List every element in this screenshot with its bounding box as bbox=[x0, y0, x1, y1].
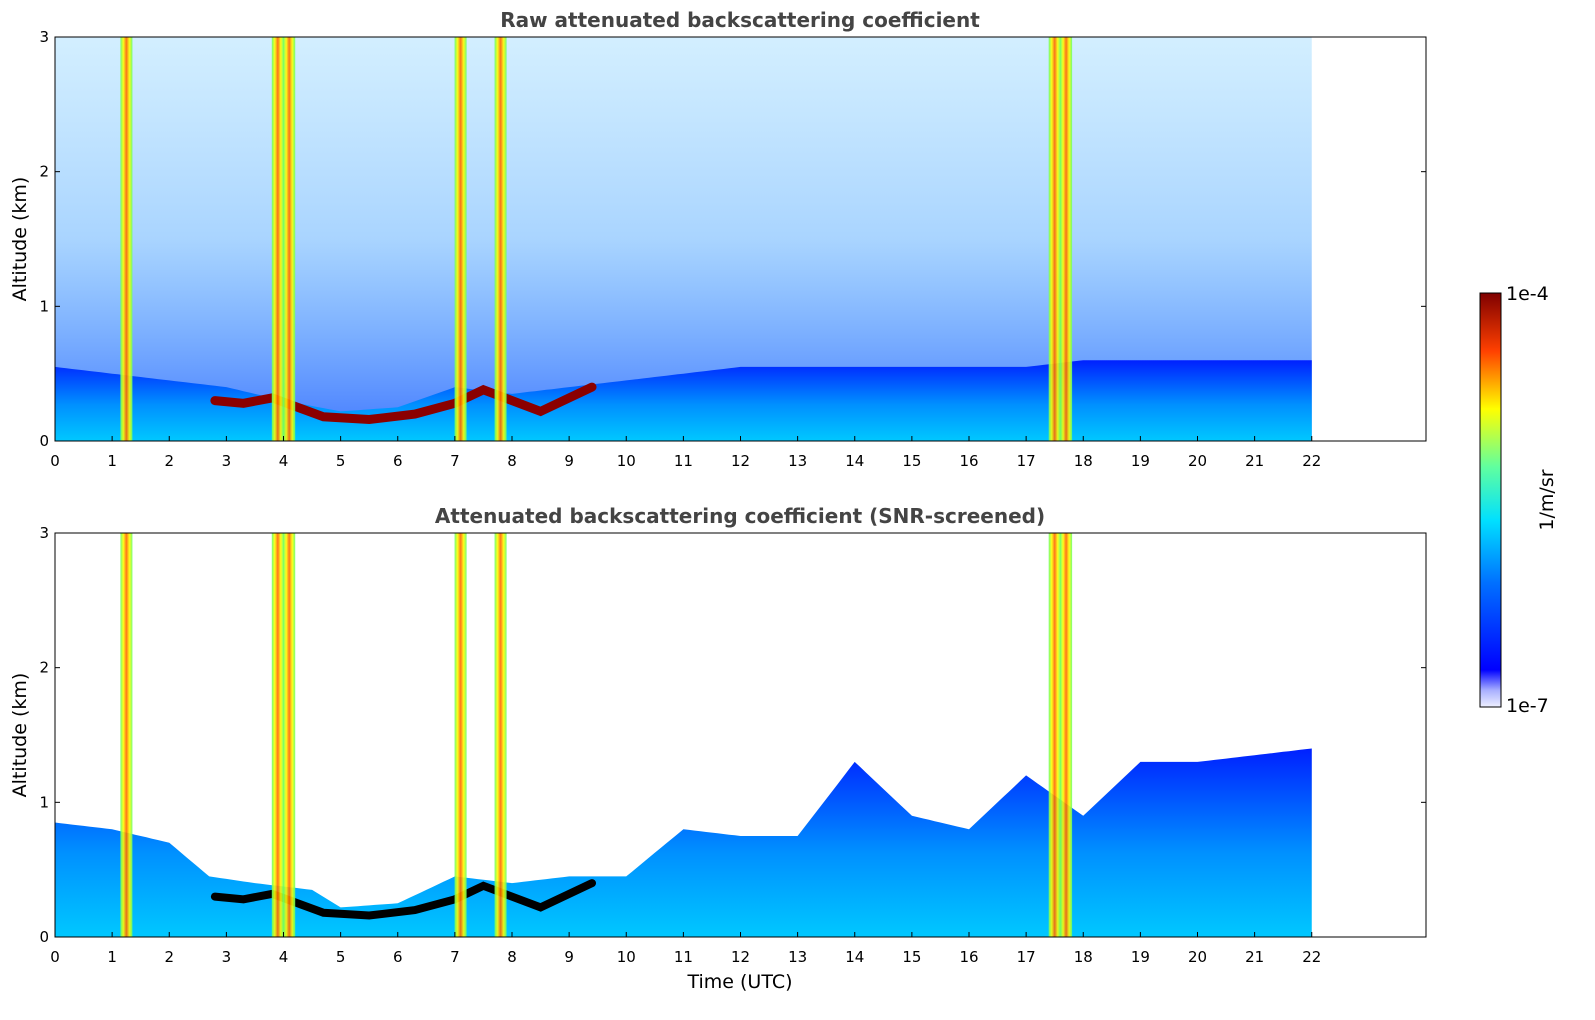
y-axis: 0 1 2 3 bbox=[39, 524, 1426, 946]
screened-layer bbox=[55, 748, 1312, 937]
x-tick-label: 21 bbox=[1245, 452, 1264, 470]
vertical-band bbox=[283, 533, 296, 937]
y-tick-label: 3 bbox=[39, 28, 49, 46]
y-tick-label: 1 bbox=[39, 793, 49, 811]
chart-panel-raw: Raw attenuated backscattering coefficien… bbox=[9, 8, 1427, 470]
vertical-band bbox=[454, 37, 467, 441]
colorbar-max-label: 1e-4 bbox=[1506, 283, 1549, 305]
y-tick-label: 2 bbox=[39, 163, 49, 181]
x-tick-label: 11 bbox=[674, 452, 693, 470]
vertical-band bbox=[271, 37, 284, 441]
x-tick-label: 14 bbox=[845, 452, 864, 470]
x-tick-label: 18 bbox=[1074, 452, 1093, 470]
x-tick-label: 1 bbox=[107, 948, 117, 966]
vertical-band bbox=[1060, 37, 1073, 441]
y-tick-label: 0 bbox=[39, 928, 49, 946]
y-axis-label: Altitude (km) bbox=[9, 673, 31, 798]
vertical-band bbox=[1048, 533, 1061, 937]
x-axis: 0 1 2 3 4 5 6 7 8 9 10 11 12 13 14 15 16 17 18 19 20 21 22 bbox=[50, 436, 1321, 470]
vertical-band bbox=[120, 533, 133, 937]
vertical-band bbox=[120, 37, 133, 441]
vertical-band bbox=[1048, 37, 1061, 441]
x-tick-label: 20 bbox=[1188, 948, 1207, 966]
x-tick-label: 18 bbox=[1074, 948, 1093, 966]
x-tick-label: 7 bbox=[450, 452, 460, 470]
vertical-band bbox=[494, 37, 507, 441]
x-tick-label: 3 bbox=[222, 948, 232, 966]
x-tick-label: 13 bbox=[788, 948, 807, 966]
x-tick-label: 15 bbox=[902, 948, 921, 966]
x-axis-label: Time (UTC) bbox=[686, 971, 792, 993]
y-tick-label: 0 bbox=[39, 432, 49, 450]
x-tick-label: 12 bbox=[731, 452, 750, 470]
vertical-band bbox=[271, 533, 284, 937]
x-tick-label: 9 bbox=[564, 948, 574, 966]
heatmap-area bbox=[55, 37, 1312, 441]
x-tick-label: 22 bbox=[1302, 948, 1321, 966]
x-tick-label: 16 bbox=[959, 948, 978, 966]
x-tick-label: 5 bbox=[336, 948, 346, 966]
vertical-band bbox=[1060, 533, 1073, 937]
x-tick-label: 16 bbox=[959, 452, 978, 470]
x-tick-label: 14 bbox=[845, 948, 864, 966]
x-tick-label: 9 bbox=[564, 452, 574, 470]
x-tick-label: 13 bbox=[788, 452, 807, 470]
vertical-band bbox=[454, 533, 467, 937]
x-tick-label: 12 bbox=[731, 948, 750, 966]
aerosol-layer bbox=[210, 879, 596, 920]
x-tick-label: 6 bbox=[393, 948, 403, 966]
x-tick-label: 19 bbox=[1131, 452, 1150, 470]
x-tick-label: 22 bbox=[1302, 452, 1321, 470]
x-tick-label: 0 bbox=[50, 452, 60, 470]
y-axis-label: Altitude (km) bbox=[9, 177, 31, 302]
chart-panel-screened: Attenuated backscattering coefficient (S… bbox=[9, 504, 1427, 993]
x-tick-label: 17 bbox=[1017, 948, 1036, 966]
x-tick-label: 11 bbox=[674, 948, 693, 966]
x-tick-label: 2 bbox=[164, 452, 174, 470]
x-tick-label: 7 bbox=[450, 948, 460, 966]
colorbar-label: 1/m/sr bbox=[1536, 469, 1558, 530]
vertical-band bbox=[494, 533, 507, 937]
x-tick-label: 20 bbox=[1188, 452, 1207, 470]
x-tick-label: 0 bbox=[50, 948, 60, 966]
y-tick-label: 2 bbox=[39, 659, 49, 677]
y-tick-label: 1 bbox=[39, 297, 49, 315]
x-tick-label: 2 bbox=[164, 948, 174, 966]
x-tick-label: 1 bbox=[107, 452, 117, 470]
x-tick-label: 8 bbox=[507, 948, 517, 966]
x-tick-label: 10 bbox=[617, 452, 636, 470]
x-tick-label: 5 bbox=[336, 452, 346, 470]
x-tick-label: 6 bbox=[393, 452, 403, 470]
colorbar: 1e-4 1e-7 1/m/sr bbox=[1479, 283, 1558, 717]
x-tick-label: 21 bbox=[1245, 948, 1264, 966]
y-axis: 0 1 2 3 bbox=[39, 28, 1426, 450]
x-tick-label: 10 bbox=[617, 948, 636, 966]
x-tick-label: 4 bbox=[279, 948, 289, 966]
colorbar-min-label: 1e-7 bbox=[1506, 695, 1549, 717]
y-tick-label: 3 bbox=[39, 524, 49, 542]
aerosol-layer bbox=[210, 382, 597, 425]
heatmap-area bbox=[55, 533, 1312, 937]
x-tick-label: 19 bbox=[1131, 948, 1150, 966]
x-tick-label: 8 bbox=[507, 452, 517, 470]
x-axis: 0 1 2 3 4 5 6 7 8 9 10 11 12 13 14 15 16 17 18 19 20 21 22 bbox=[50, 932, 1321, 966]
x-tick-label: 17 bbox=[1017, 452, 1036, 470]
colorbar-gradient bbox=[1479, 292, 1502, 708]
vertical-band bbox=[283, 37, 296, 441]
chart-title: Raw attenuated backscattering coefficien… bbox=[500, 8, 980, 32]
x-tick-label: 3 bbox=[222, 452, 232, 470]
backscatter-field bbox=[55, 37, 1312, 441]
backscatter-field bbox=[55, 533, 1312, 937]
x-tick-label: 15 bbox=[902, 452, 921, 470]
x-tick-label: 4 bbox=[279, 452, 289, 470]
chart-title: Attenuated backscattering coefficient (S… bbox=[435, 504, 1045, 528]
